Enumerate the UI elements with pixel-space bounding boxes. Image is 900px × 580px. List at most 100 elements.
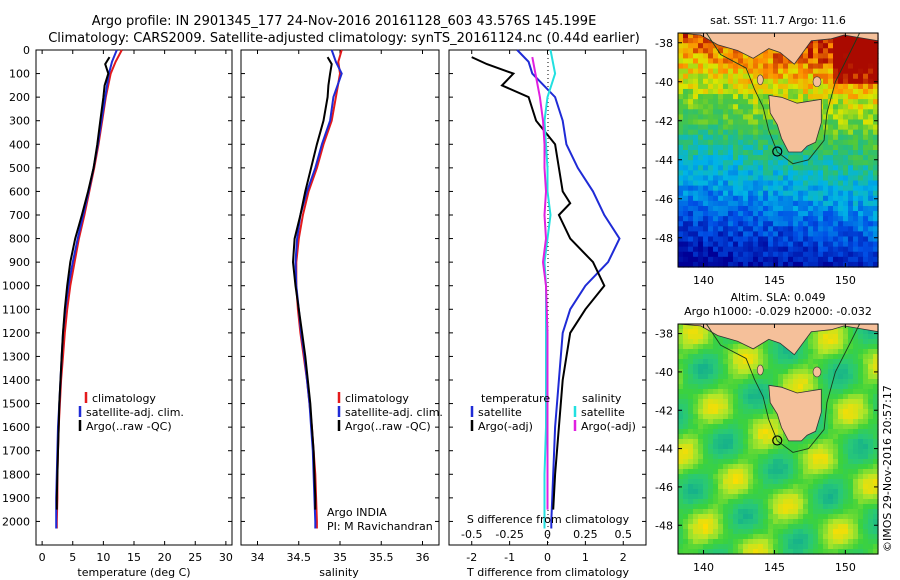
map-cell — [773, 226, 779, 232]
map-cell — [698, 349, 704, 355]
map-cell — [863, 464, 869, 470]
map-cell — [753, 175, 759, 182]
map-cell — [823, 63, 829, 70]
map-cell — [813, 474, 819, 480]
map-cell — [703, 226, 709, 232]
map-cell — [853, 160, 859, 166]
map-cell — [863, 165, 869, 171]
map-cell — [808, 78, 814, 85]
map-cell — [808, 180, 814, 187]
map-cell — [838, 216, 844, 222]
map-cell — [868, 439, 874, 445]
map-cell — [853, 195, 859, 202]
map-cell — [743, 444, 749, 450]
map-cell — [693, 549, 699, 555]
map-cell — [763, 354, 769, 360]
map-cell — [703, 241, 709, 248]
map-cell — [798, 349, 804, 355]
map-cell — [808, 434, 814, 440]
map-cell — [713, 124, 719, 131]
map-cell — [763, 479, 769, 485]
map-cell — [798, 73, 804, 80]
map-cell — [818, 489, 824, 495]
map-cell — [718, 549, 724, 555]
legend-s-satellite-label: satellite — [581, 406, 625, 419]
map-cell — [728, 344, 734, 350]
map-cell — [788, 195, 794, 202]
map-cell — [728, 216, 734, 222]
map-cell — [838, 165, 844, 171]
map-cell — [793, 83, 799, 90]
map-cell — [858, 509, 864, 515]
map-cell — [798, 379, 804, 385]
map-cell — [723, 359, 729, 365]
map-cell — [683, 484, 689, 490]
map-cell — [833, 139, 839, 146]
map-cell — [828, 384, 834, 390]
map-cell — [838, 58, 844, 65]
map-cell — [853, 104, 859, 110]
map-cell — [713, 494, 719, 500]
map-cell — [733, 216, 739, 222]
map-cell — [873, 344, 879, 350]
map-cell — [818, 364, 824, 370]
map-cell — [838, 334, 844, 340]
map-cell — [713, 429, 719, 435]
map-cell — [808, 354, 814, 360]
map-cell — [868, 221, 874, 227]
map-cell — [708, 150, 714, 156]
map-cell — [843, 489, 849, 495]
map-cell — [848, 519, 854, 525]
map-cell — [688, 205, 694, 212]
map-cell — [828, 160, 834, 166]
map-cell — [783, 58, 789, 65]
map-cell — [868, 499, 874, 505]
map-cell — [868, 494, 874, 500]
map-cell — [713, 424, 719, 430]
map-cell — [828, 409, 834, 415]
map-cell — [723, 211, 729, 217]
salinity-lines — [291, 49, 343, 529]
map-cell — [793, 155, 799, 161]
map-cell — [688, 99, 694, 105]
map-cell — [678, 444, 684, 450]
map-cell — [803, 519, 809, 525]
map-cell — [818, 454, 824, 460]
map-cell — [838, 549, 844, 555]
map-cell — [848, 434, 854, 440]
map-cell — [703, 205, 709, 212]
map-cell — [783, 439, 789, 445]
map-cell — [838, 205, 844, 212]
map-cell — [753, 549, 759, 555]
map-cell — [693, 399, 699, 405]
map-cell — [778, 88, 784, 95]
map-cell — [728, 78, 734, 85]
map-cell — [708, 236, 714, 243]
map-cell — [683, 216, 689, 222]
map-cell — [788, 534, 794, 540]
map-cell — [753, 73, 759, 80]
map-cell — [683, 504, 689, 510]
map-cell — [848, 261, 854, 268]
map-cell — [823, 195, 829, 202]
map-cell — [798, 489, 804, 495]
map-cell — [848, 424, 854, 430]
map-cell — [848, 499, 854, 505]
map-cell — [848, 43, 854, 49]
map-cell — [708, 529, 714, 535]
map-cell — [848, 256, 854, 263]
map-cell — [873, 226, 879, 232]
map-cell — [818, 129, 824, 136]
map-cell — [788, 454, 794, 460]
map-cell — [728, 529, 734, 535]
map-cell — [748, 94, 754, 100]
map-cell — [688, 83, 694, 90]
map-cell — [803, 68, 809, 75]
map-cell — [868, 374, 874, 380]
map-cell — [738, 504, 744, 510]
map-cell — [683, 544, 689, 550]
map-cell — [818, 226, 824, 232]
map-cell — [678, 129, 684, 136]
map-cell — [823, 200, 829, 207]
map-cell — [723, 479, 729, 485]
